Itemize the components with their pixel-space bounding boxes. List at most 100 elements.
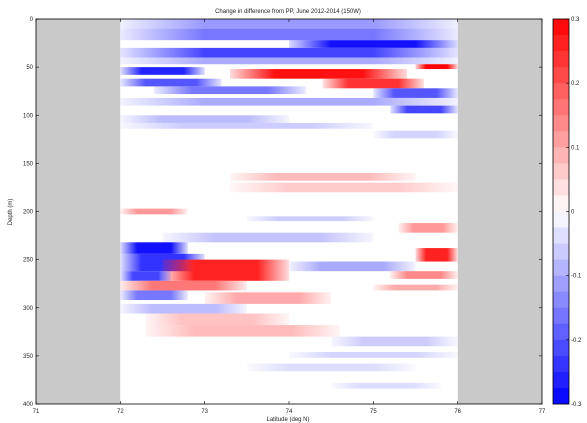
x-tick-label: 73: [201, 409, 208, 415]
heatmap-band: [373, 88, 458, 98]
colorbar-cell: [553, 227, 569, 244]
heatmap-band: [120, 19, 458, 29]
colorbar-cell: [553, 35, 569, 52]
colorbar-tick-label: 0: [571, 210, 575, 216]
colorbar-cell: [553, 243, 569, 260]
colorbar-cell: [553, 115, 569, 132]
colorbar-cell: [553, 19, 569, 36]
colorbar-cell: [553, 211, 569, 228]
no-data-region-left: [36, 19, 121, 404]
y-tick-label: 100: [23, 113, 34, 119]
y-tick-label: 150: [23, 161, 34, 167]
colorbar-tick-label: 0.2: [571, 81, 580, 87]
heatmap-band: [229, 182, 458, 193]
x-tick-label: 76: [454, 409, 461, 415]
colorbar-cells: [553, 19, 569, 405]
heatmap-band: [246, 216, 374, 222]
colorbar-cell: [553, 179, 569, 196]
x-axis: 71 72 73 74 75 76 77: [33, 19, 546, 415]
colorbar-cell: [553, 275, 569, 293]
heatmap-band: [120, 303, 247, 314]
heatmap-band: [162, 232, 374, 243]
colorbar-cell: [553, 67, 569, 84]
colorbar-cell: [553, 355, 569, 373]
heatmap-band: [398, 223, 458, 233]
colorbar-cell: [553, 51, 569, 68]
colorbar-cell: [553, 163, 569, 180]
y-tick-label: 400: [23, 402, 34, 408]
no-data-region-right: [457, 19, 542, 404]
heatmap-band: [120, 242, 188, 254]
heatmap-band: [322, 78, 424, 89]
heatmap-band: [120, 57, 458, 65]
colorbar-cell: [553, 147, 569, 164]
heatmap-band: [145, 313, 289, 326]
plot-area: [35, 18, 543, 405]
colorbar-cell: [553, 307, 569, 325]
x-axis-label: Latitude (deg N): [266, 417, 309, 423]
heatmap-band: [120, 208, 188, 215]
y-axis-label: Depth (m): [8, 199, 14, 226]
heatmap-band: [120, 97, 458, 106]
colorbar-cell: [553, 387, 569, 405]
heatmap-band: [229, 69, 408, 79]
heatmap-band: [415, 64, 458, 70]
colorbar-cell: [553, 259, 569, 276]
y-axis: 0 50 100 150 200 250 300 350 400: [23, 17, 542, 408]
heatmap-band: [120, 290, 188, 301]
colorbar-cell: [553, 339, 569, 357]
colorbar-cell: [553, 291, 569, 309]
y-tick-label: 200: [23, 210, 34, 216]
x-tick-label: 74: [286, 409, 293, 415]
heatmap-band: [204, 292, 332, 304]
heatmap-band: [229, 173, 416, 181]
colorbar-ticks: 0.3 0.2 0.1 0 -0.1 -0.2 -0.3: [566, 17, 582, 408]
colorbar-cell: [553, 131, 569, 148]
heatmap-band: [154, 86, 306, 95]
colorbar-tick-label: -0.2: [571, 338, 582, 344]
colorbar-tick-label: 0.3: [571, 17, 580, 23]
heatmap-band: [373, 284, 458, 291]
heatmap-band: [331, 336, 458, 347]
colorbar-tick-label: -0.3: [571, 402, 582, 408]
heatmap-band: [120, 28, 458, 41]
heatmap-band: [246, 363, 416, 372]
y-tick-label: 350: [23, 354, 34, 360]
heatmap-band: [120, 67, 205, 75]
colorbar-cell: [553, 99, 569, 116]
colorbar-cell: [553, 323, 569, 341]
chart-title: Change in difference from PP, June 2012-…: [215, 9, 361, 15]
heatmap-band: [120, 47, 458, 58]
x-tick-label: 75: [370, 409, 377, 415]
heatmap-band: [120, 271, 171, 281]
x-tick-label: 77: [539, 409, 546, 415]
heatmap-band: [120, 122, 374, 129]
colorbar-tick-label: 0.1: [571, 145, 580, 151]
colorbar-cell: [553, 371, 569, 389]
heatmap-band: [145, 325, 340, 337]
y-tick-label: 50: [26, 65, 33, 71]
heatmap-band: [120, 280, 247, 291]
x-tick-label: 72: [117, 409, 124, 415]
heatmap-band: [289, 261, 416, 272]
heatmap-band: [120, 78, 222, 87]
heatmap-band: [373, 130, 458, 139]
heatmap-band: [289, 40, 458, 48]
y-tick-label: 250: [23, 258, 34, 264]
heatmap-band: [390, 271, 458, 279]
heatmap-band: [331, 382, 441, 389]
heatmap-bands: [120, 19, 458, 389]
colorbar-tick-label: -0.1: [571, 274, 582, 280]
colorbar-cell: [553, 195, 569, 212]
heatmap-band: [162, 259, 289, 281]
heatmap-band: [120, 115, 289, 123]
heatmap-band: [289, 352, 458, 358]
colorbar-cell: [553, 83, 569, 100]
y-tick-label: 300: [23, 306, 34, 312]
colorbar: 0.3 0.2 0.1 0 -0.1 -0.2 -0.3: [552, 17, 582, 408]
heatmap-band: [390, 105, 458, 114]
heatmap-band: [415, 248, 458, 262]
y-tick-label: 0: [30, 17, 34, 23]
x-tick-label: 71: [33, 409, 40, 415]
